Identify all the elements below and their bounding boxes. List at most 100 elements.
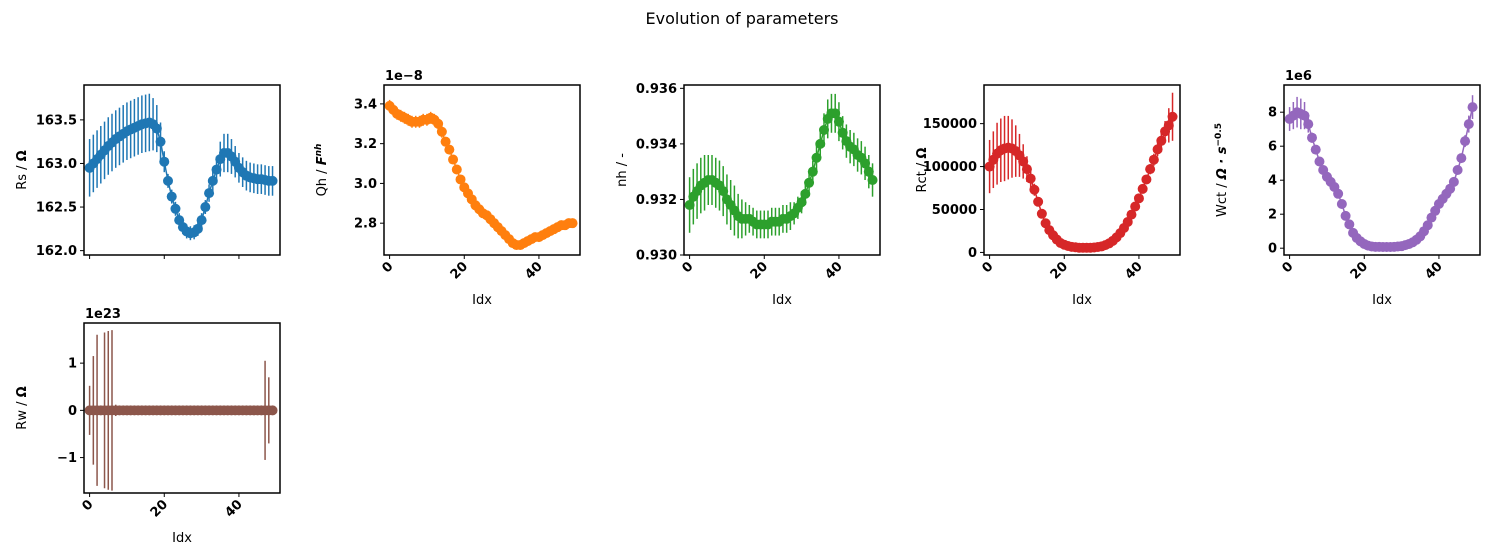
nh-data-point xyxy=(718,186,729,197)
nh-data-point xyxy=(837,127,848,138)
rct-ytick-label: 0 xyxy=(968,246,977,261)
rct-data-point xyxy=(1018,156,1029,167)
wct-data-point xyxy=(1299,110,1310,121)
nh-ytick-label: 0.936 xyxy=(636,82,677,97)
qh-ytick-label: 3.2 xyxy=(354,137,377,152)
rs-ytick-label: 162.0 xyxy=(36,244,77,259)
rw-ytick-label: 1 xyxy=(68,357,77,372)
wct-xtick-label: 0 xyxy=(1279,259,1296,276)
rw-ytick-label: 0 xyxy=(68,404,77,419)
wct-data-point xyxy=(1448,176,1459,187)
rw-xlabel: Idx xyxy=(172,531,192,546)
rct-data-point xyxy=(1025,173,1036,184)
rct-data-point xyxy=(1137,183,1148,194)
subplot-nh: 0.930 0.932 0.934 0.936 0 20 40 Idx nh / - xyxy=(615,82,881,308)
rs-data-point xyxy=(204,188,215,199)
rct-ytick-label: 100000 xyxy=(923,160,977,175)
wct-data-point xyxy=(1303,119,1314,130)
rct-xlabel: Idx xyxy=(1072,293,1092,308)
rct-xtick-label: 20 xyxy=(1048,259,1071,282)
rw-ylabel: Rw / Ω xyxy=(15,386,30,429)
wct-data-point xyxy=(1333,188,1344,199)
nh-ylabel: nh / - xyxy=(615,153,630,187)
nh-data-point xyxy=(819,125,829,135)
nh-data-point xyxy=(863,166,874,177)
nh-xlabel: Idx xyxy=(772,293,792,308)
wct-series-line xyxy=(1289,106,1474,248)
rw-xtick-label: 40 xyxy=(222,497,245,520)
rct-data-point xyxy=(1029,184,1040,195)
wct-ytick-label: 0 xyxy=(1268,242,1277,257)
qh-data-point xyxy=(433,118,444,129)
subplot-rct: 0 50000 100000 150000 0 20 40 Idx Rct / Ω xyxy=(915,84,1181,308)
rs-ylabel: Rs / Ω xyxy=(15,150,30,190)
wct-data-point xyxy=(1310,144,1321,155)
nh-data-point xyxy=(684,200,695,210)
qh-offset-label: 1e−8 xyxy=(385,69,423,84)
rs-data-point xyxy=(192,223,203,234)
nh-xtick-label: 40 xyxy=(822,259,845,282)
qh-xtick-label: 40 xyxy=(522,259,545,282)
rct-data-point xyxy=(1036,208,1047,219)
rs-data-point xyxy=(159,156,170,167)
nh-ytick-label: 0.932 xyxy=(636,193,677,208)
nh-data-point xyxy=(833,116,844,127)
wct-offset-label: 1e6 xyxy=(1285,69,1312,84)
rct-ylabel: Rct / Ω xyxy=(915,148,930,193)
wct-axes-frame xyxy=(1283,84,1481,256)
rct-data-point xyxy=(1145,164,1156,175)
nh-data-point xyxy=(815,138,826,149)
nh-ytick-label: 0.934 xyxy=(636,137,677,152)
qh-data-point xyxy=(436,126,447,137)
wct-ylabel: Wct / Ω · s−0.5 xyxy=(1214,123,1230,217)
rct-data-point xyxy=(1148,154,1159,165)
subplot-wct: 0 2 4 6 8 0 20 40 Idx Wct / Ω · s−0.5 1e6 xyxy=(1214,69,1481,308)
rct-xtick-label: 40 xyxy=(1122,259,1145,282)
rs-data-point xyxy=(151,123,162,134)
rct-data-point xyxy=(1167,111,1178,122)
rw-offset-label: 1e23 xyxy=(85,307,121,322)
nh-data-point xyxy=(800,188,811,199)
subplot-qh: 2.8 3.0 3.2 3.4 0 20 40 Idx Qh / Fnh 1e−8 xyxy=(314,69,581,308)
rct-data-point xyxy=(1133,193,1144,204)
qh-ylabel: Qh / Fnh xyxy=(314,144,330,197)
rs-data-point xyxy=(155,136,166,147)
rct-data-point xyxy=(1021,164,1032,175)
nh-xtick-label: 0 xyxy=(679,259,696,276)
qh-ytick-label: 2.8 xyxy=(354,217,377,232)
rs-data-point xyxy=(207,175,218,186)
rs-data-point xyxy=(211,164,222,175)
qh-data-point xyxy=(451,164,462,175)
qh-data-point xyxy=(444,144,455,155)
wct-data-point xyxy=(1314,156,1325,167)
wct-ytick-label: 4 xyxy=(1268,174,1277,189)
rs-data-point xyxy=(200,202,211,213)
qh-xtick-label: 0 xyxy=(379,259,396,276)
subplot-rs: 162.0 162.5 163.0 163.5 Rs / Ω xyxy=(15,84,281,259)
nh-axes-frame xyxy=(683,84,881,256)
wct-xlabel: Idx xyxy=(1372,293,1392,308)
nh-data-point xyxy=(867,175,878,185)
rs-data-point xyxy=(170,203,181,214)
rct-data-point xyxy=(1163,120,1174,131)
figure-title: Evolution of parameters xyxy=(646,9,839,28)
qh-data-point xyxy=(455,174,466,185)
nh-data-point xyxy=(807,166,818,177)
wct-data-point xyxy=(1452,165,1463,175)
rct-data-point xyxy=(1033,196,1044,207)
rs-axes-frame xyxy=(83,84,281,256)
rs-data-point xyxy=(267,175,278,186)
wct-xtick-label: 20 xyxy=(1348,259,1371,282)
wct-data-point xyxy=(1460,136,1471,147)
qh-xlabel: Idx xyxy=(472,293,492,308)
rs-data-point xyxy=(196,215,207,226)
wct-data-point xyxy=(1340,210,1351,221)
rs-ytick-label: 163.5 xyxy=(36,113,77,128)
wct-data-point xyxy=(1463,119,1474,130)
wct-data-point xyxy=(1307,132,1317,143)
wct-xtick-label: 40 xyxy=(1422,259,1445,282)
rct-axes-frame xyxy=(983,84,1181,256)
rw-ytick-label: −1 xyxy=(57,451,77,466)
